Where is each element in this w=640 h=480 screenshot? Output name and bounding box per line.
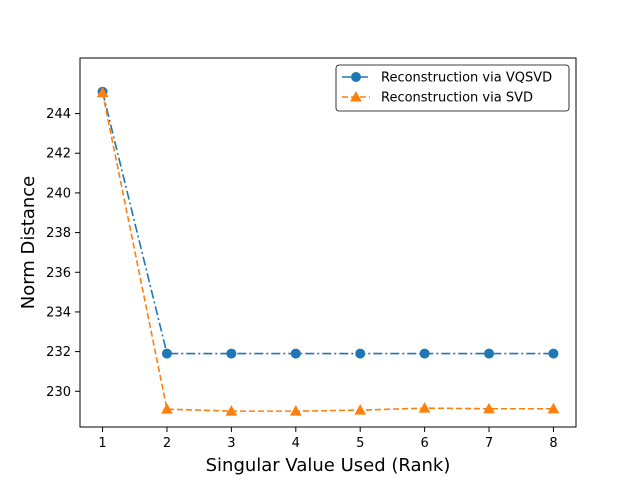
legend-item: Reconstruction via VQSVD	[342, 71, 552, 86]
x-tick-label: 1	[98, 436, 106, 451]
data-point	[290, 348, 301, 359]
data-point	[355, 348, 366, 359]
legend-label: Reconstruction via VQSVD	[381, 71, 552, 86]
legend: Reconstruction via VQSVD Reconstruction v…	[335, 64, 570, 112]
data-point	[161, 348, 172, 359]
y-tick-label: 234	[46, 305, 71, 320]
series-line	[101, 91, 554, 355]
legend-marker	[351, 72, 361, 82]
y-tick-label: 230	[46, 385, 71, 400]
x-tick-label: 3	[227, 436, 235, 451]
series-0	[97, 86, 559, 359]
data-point	[161, 403, 173, 414]
x-tick-label: 4	[292, 436, 300, 451]
y-tick-label: 240	[46, 186, 71, 201]
data-point	[96, 86, 109, 98]
legend-marker	[350, 90, 362, 102]
axes-frame	[79, 57, 577, 428]
y-axis-label: Norm Distance	[18, 176, 39, 310]
series-layer	[96, 86, 560, 416]
legend-box	[335, 64, 570, 112]
y-tick-label: 242	[46, 147, 71, 162]
data-point	[354, 404, 367, 415]
data-point	[226, 348, 237, 359]
x-tick-label: 8	[549, 436, 557, 451]
data-point	[225, 405, 238, 416]
x-tick-label: 2	[163, 436, 171, 451]
data-point	[484, 348, 495, 359]
data-point	[289, 405, 302, 416]
series-1	[96, 86, 560, 416]
x-tick-label: 7	[485, 436, 493, 451]
data-point	[548, 348, 559, 359]
y-tick-label: 236	[46, 266, 71, 281]
data-point	[483, 402, 495, 414]
data-point	[547, 402, 560, 414]
y-tick-label: 238	[46, 226, 71, 241]
legend-item: Reconstruction via SVD	[342, 91, 533, 106]
x-tick-label: 5	[356, 436, 364, 451]
x-axis-label: Singular Value Used (Rank)	[206, 455, 451, 476]
data-point	[419, 348, 430, 359]
y-tick-label: 232	[46, 345, 71, 360]
x-tick-label: 6	[420, 436, 428, 451]
y-tick-label: 244	[46, 107, 71, 122]
series-line	[101, 92, 554, 412]
legend-label: Reconstruction via SVD	[381, 91, 533, 106]
data-point	[418, 402, 431, 413]
